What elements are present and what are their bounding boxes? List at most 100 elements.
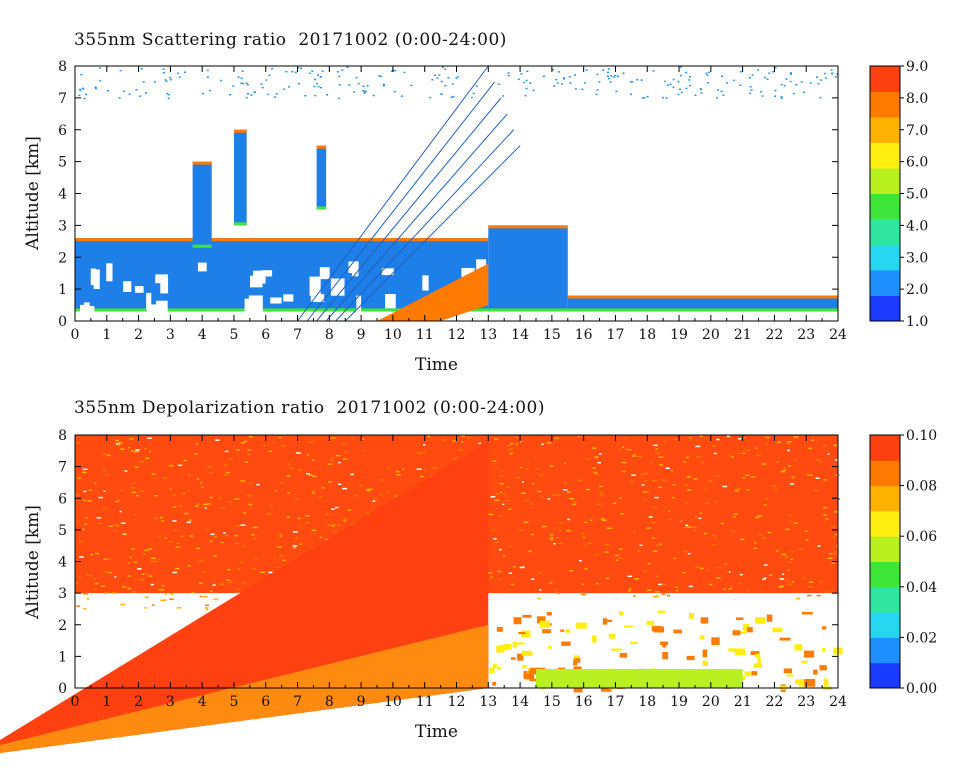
cloud-layer (233, 129, 247, 226)
colorbar-tick-label: 4.0 (906, 218, 928, 234)
aerosol-cell (702, 649, 708, 658)
colorbar-segment (870, 460, 900, 487)
depol-speckle (234, 542, 240, 545)
depol-speckle (223, 532, 226, 534)
depol-speckle (788, 465, 792, 467)
depol-speckle (203, 503, 208, 506)
noise-speckle (440, 93, 443, 95)
noise-speckle (379, 75, 382, 78)
depol-speckle (827, 557, 833, 559)
depol-speckle (700, 461, 704, 464)
depol-speckle (595, 554, 599, 557)
depol-speckle (358, 484, 363, 487)
noise-speckle (241, 82, 244, 85)
noise-speckle (685, 87, 688, 90)
noise-speckle (106, 89, 109, 92)
colorbar-segment (870, 536, 900, 562)
depol-speckle (685, 502, 688, 504)
noise-speckle (607, 77, 610, 80)
depol-speckle (833, 511, 839, 513)
depol-speckle (351, 437, 354, 440)
aerosol-cell (546, 612, 552, 616)
depol-speckle (624, 448, 629, 451)
depol-speckle (534, 467, 540, 470)
depol-speckle (822, 506, 828, 509)
depol-speckle (754, 516, 760, 519)
noise-speckle (338, 97, 341, 100)
noise-speckle (245, 82, 248, 84)
noise-speckle (615, 90, 618, 93)
depol-speckle (714, 536, 717, 538)
depol-speckle (520, 466, 523, 469)
x-tick-label: 24 (829, 694, 847, 710)
depol-speckle (592, 447, 597, 449)
depol-speckle (490, 576, 493, 578)
depol-speckle (243, 512, 246, 514)
depol-speckle (209, 590, 213, 592)
depol-speckle (305, 515, 310, 517)
noise-speckle (677, 93, 680, 96)
depol-speckle (644, 472, 649, 475)
depol-speckle (187, 490, 190, 493)
depol-speckle (275, 490, 278, 492)
depol-speckle (186, 521, 191, 524)
depol-speckle (263, 444, 266, 447)
depol-speckle (488, 513, 494, 516)
aerosol-cell (822, 626, 827, 630)
depol-speckle (582, 536, 586, 539)
depol-speckle (578, 560, 582, 562)
depol-speckle (218, 497, 222, 500)
aerosol-cell (751, 671, 758, 676)
depol-speckle (278, 533, 282, 535)
noise-speckle (774, 89, 777, 92)
noise-speckle (824, 77, 827, 79)
depol-speckle (494, 499, 500, 502)
depol-speckle (704, 488, 708, 491)
noise-speckle (672, 86, 675, 89)
clear-gap (309, 276, 321, 296)
depol-speckle (699, 435, 703, 437)
depol-speckle (788, 520, 792, 523)
colorbar-segment (870, 66, 900, 92)
noise-speckle (708, 71, 711, 74)
depol-speckle (519, 440, 523, 443)
noise-speckle (836, 73, 839, 76)
noise-speckle (346, 66, 349, 69)
noise-speckle (403, 71, 406, 74)
depol-speckle (195, 505, 199, 507)
noise-speckle (678, 88, 681, 90)
depol-speckle (269, 505, 274, 507)
depol-speckle (300, 526, 303, 529)
depol-speckle (228, 581, 233, 583)
noise-speckle (789, 72, 792, 74)
depol-speckle (387, 467, 390, 469)
depol-speckle (94, 552, 100, 555)
depol-speckle (716, 475, 720, 478)
depol-speckle (712, 534, 716, 536)
noise-speckle (680, 91, 683, 94)
noise-speckle (316, 82, 319, 85)
depol-speckle (133, 513, 137, 516)
depol-speckle (834, 551, 839, 553)
depol-speckle (731, 530, 736, 533)
depol-speckle (803, 577, 807, 579)
depol-speckle (668, 510, 671, 513)
y-tick-label: 4 (58, 555, 67, 571)
depol-speckle (699, 512, 702, 514)
depol-speckle (521, 481, 524, 483)
depol-speckle (224, 450, 229, 453)
noise-speckle (532, 89, 535, 92)
depol-speckle (161, 520, 165, 522)
colorbar-segment (870, 510, 900, 537)
depol-speckle (577, 479, 583, 482)
depol-speckle (554, 589, 558, 591)
depol-speckle (714, 501, 717, 503)
aerosol-cell (755, 653, 761, 658)
noise-speckle (688, 79, 691, 81)
depol-speckle (427, 435, 431, 438)
noise-speckle (317, 74, 320, 76)
depol-speckle (180, 535, 185, 538)
noise-speckle (560, 83, 563, 85)
x-tick-label: 8 (325, 327, 334, 343)
depol-speckle (114, 576, 117, 578)
